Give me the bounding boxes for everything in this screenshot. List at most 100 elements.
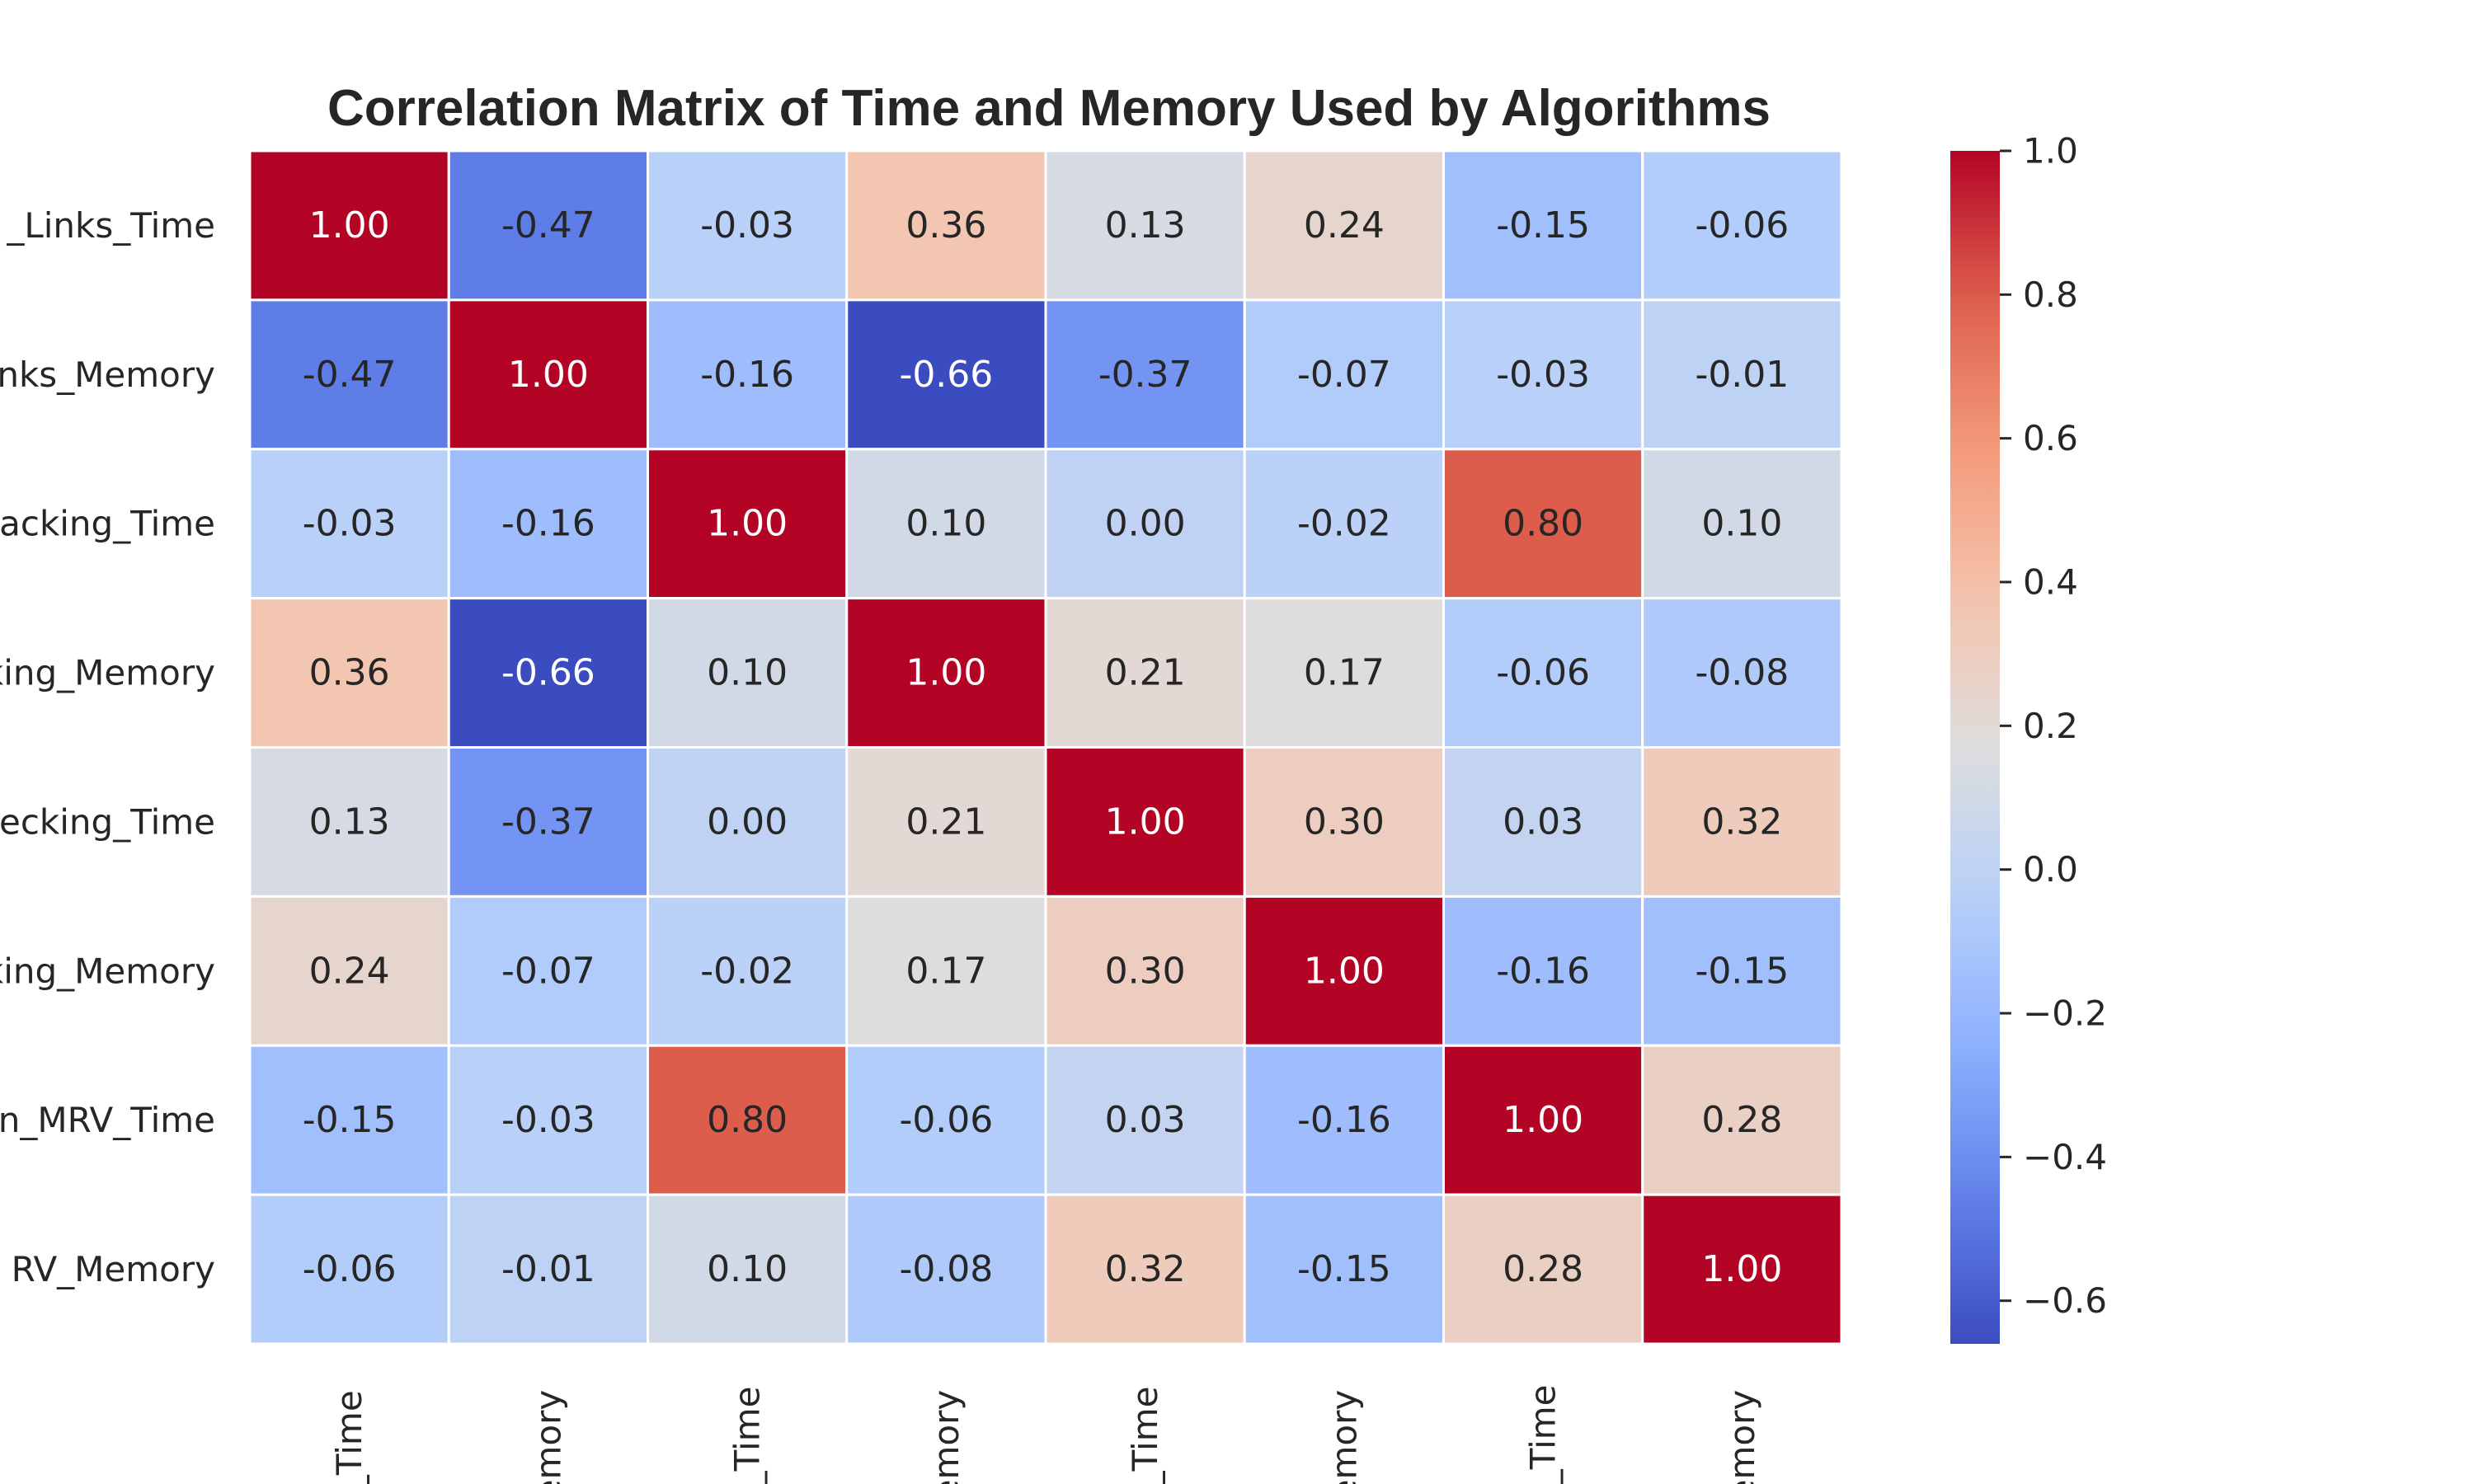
heatmap-cell-value: 0.24 bbox=[1304, 204, 1385, 247]
column-tick-label: V_Time bbox=[1523, 1384, 1564, 1484]
heatmap-cell bbox=[248, 597, 450, 749]
heatmap-cell-value: 0.03 bbox=[1503, 801, 1583, 843]
heatmap-cell-value: 0.32 bbox=[1701, 801, 1782, 843]
heatmap-cell-value: -0.37 bbox=[501, 801, 595, 843]
row-tick-label: king_Memory bbox=[0, 653, 215, 693]
heatmap-cell bbox=[647, 448, 849, 600]
heatmap-cell-value: 1.00 bbox=[1701, 1248, 1782, 1290]
heatmap-cell-value: -0.08 bbox=[1695, 652, 1789, 694]
row-tick-labels: _Links_Time nks_Memory racking_Time king_Me… bbox=[0, 205, 215, 1289]
heatmap-cell-value: -0.16 bbox=[1496, 950, 1590, 992]
heatmap-cell-value: -0.03 bbox=[1496, 354, 1590, 396]
heatmap-cell bbox=[845, 448, 1047, 600]
heatmap-cell bbox=[1243, 448, 1445, 600]
heatmap-cell-value: -0.15 bbox=[1695, 950, 1789, 992]
heatmap-cell-labels: 1.00 -0.47 -0.03 0.36 0.13 0.24 -0.15 -0.06 -0.4… bbox=[303, 204, 1790, 1290]
heatmap-cell bbox=[845, 597, 1047, 749]
heatmap-cell-value: 0.13 bbox=[1105, 204, 1186, 247]
heatmap-cell bbox=[1442, 597, 1644, 749]
heatmap-cell-value: 1.00 bbox=[707, 503, 788, 545]
column-tick-label: lemory bbox=[1324, 1390, 1364, 1484]
heatmap-cell-value: 0.10 bbox=[707, 1248, 788, 1290]
column-tick-label: g_Time bbox=[1125, 1387, 1165, 1484]
heatmap-cell-value: 0.10 bbox=[707, 652, 788, 694]
heatmap-cell bbox=[1243, 149, 1445, 302]
chart-title: Correlation Matrix of Time and Memory Us… bbox=[327, 80, 1771, 137]
heatmap-cell bbox=[447, 149, 649, 302]
heatmap-cell-value: -0.07 bbox=[501, 950, 595, 992]
heatmap-cell-value: 0.03 bbox=[1105, 1099, 1186, 1141]
column-tick-label: lemory bbox=[1722, 1390, 1762, 1484]
heatmap-cell bbox=[647, 1044, 849, 1196]
heatmap-cell-value: 0.24 bbox=[309, 950, 390, 992]
heatmap-cell-value: 1.00 bbox=[1105, 801, 1186, 843]
heatmap-cell-value: 1.00 bbox=[1503, 1099, 1583, 1141]
heatmap-cell-value: 0.10 bbox=[1701, 503, 1782, 545]
heatmap-cell-value: -0.16 bbox=[1297, 1099, 1391, 1141]
heatmap-cell-value: -0.03 bbox=[303, 503, 397, 545]
colorbar-tick-label: −0.6 bbox=[2023, 1280, 2107, 1321]
heatmap-cell-value: 0.80 bbox=[707, 1099, 788, 1141]
column-tick-label: g_Time bbox=[727, 1387, 768, 1484]
row-tick-label: ecking_Time bbox=[0, 801, 215, 842]
colorbar-tick-label: 0.4 bbox=[2023, 562, 2078, 603]
heatmap-cell-value: 0.17 bbox=[1304, 652, 1385, 694]
heatmap-cell-value: -0.02 bbox=[700, 950, 794, 992]
heatmap-cell-value: 0.00 bbox=[1105, 503, 1186, 545]
row-tick-label: RV_Memory bbox=[12, 1249, 215, 1289]
heatmap-cell-value: 0.10 bbox=[905, 503, 986, 545]
colorbar-tick-label: 0.2 bbox=[2023, 706, 2078, 746]
heatmap-cell-value: 0.00 bbox=[707, 801, 788, 843]
heatmap-cell bbox=[845, 298, 1047, 451]
heatmap-cell-value: -0.07 bbox=[1297, 354, 1391, 396]
heatmap-cell bbox=[1641, 1193, 1843, 1345]
heatmap-cell bbox=[1044, 1193, 1246, 1345]
heatmap-cell bbox=[647, 746, 849, 898]
row-tick-label: _Links_Time bbox=[6, 205, 215, 246]
heatmap-cell-value: -0.37 bbox=[1098, 354, 1192, 396]
heatmap-cells bbox=[248, 149, 1843, 1345]
heatmap-cell bbox=[447, 298, 649, 451]
heatmap-cell bbox=[845, 746, 1047, 898]
heatmap-cell-value: -0.01 bbox=[1695, 354, 1789, 396]
colorbar-tick-label: −0.2 bbox=[2023, 993, 2107, 1034]
heatmap-cell bbox=[1243, 1044, 1445, 1196]
heatmap-cell bbox=[1442, 1044, 1644, 1196]
heatmap-cell-value: -0.03 bbox=[501, 1099, 595, 1141]
heatmap-cell-value: -0.16 bbox=[700, 354, 794, 396]
heatmap-cell bbox=[1044, 448, 1246, 600]
heatmap-cell bbox=[248, 448, 450, 600]
heatmap-cell bbox=[647, 895, 849, 1047]
heatmap-cell-value: -0.03 bbox=[700, 204, 794, 247]
heatmap-cell bbox=[1442, 448, 1644, 600]
heatmap-cell-value: 0.13 bbox=[309, 801, 390, 843]
heatmap-cell-value: -0.01 bbox=[501, 1248, 595, 1290]
heatmap-cell-value: -0.16 bbox=[501, 503, 595, 545]
heatmap-cell bbox=[248, 1193, 450, 1345]
heatmap-cell bbox=[1641, 895, 1843, 1047]
heatmap-cell bbox=[1044, 895, 1246, 1047]
heatmap-cell-value: -0.06 bbox=[1496, 652, 1590, 694]
heatmap-cell bbox=[1044, 746, 1246, 898]
heatmap-cell bbox=[447, 1044, 649, 1196]
heatmap-cell-value: -0.08 bbox=[899, 1248, 993, 1290]
heatmap-cell bbox=[1442, 746, 1644, 898]
heatmap-cell-value: -0.66 bbox=[899, 354, 993, 396]
heatmap-cell-value: 0.80 bbox=[1503, 503, 1583, 545]
colorbar bbox=[1950, 151, 2000, 1344]
heatmap-cell bbox=[1243, 1193, 1445, 1345]
heatmap-cell-value: 0.28 bbox=[1701, 1099, 1782, 1141]
heatmap-cell-value: 0.21 bbox=[905, 801, 986, 843]
heatmap-cell-value: 1.00 bbox=[508, 354, 589, 396]
heatmap-cell bbox=[447, 448, 649, 600]
colorbar-tick-label: 0.8 bbox=[2023, 275, 2078, 315]
row-tick-label: nks_Memory bbox=[0, 355, 215, 395]
heatmap-cell bbox=[1641, 448, 1843, 600]
heatmap-cell-value: 1.00 bbox=[309, 204, 390, 247]
heatmap-cell bbox=[1641, 1044, 1843, 1196]
heatmap-cell bbox=[647, 1193, 849, 1345]
heatmap-cell-value: 0.30 bbox=[1105, 950, 1186, 992]
heatmap-cell-value: -0.15 bbox=[303, 1099, 397, 1141]
colorbar-ticks: 1.0 0.8 0.6 0.4 0.2 0.0 −0.2 −0.4 −0.6 bbox=[2000, 131, 2107, 1321]
